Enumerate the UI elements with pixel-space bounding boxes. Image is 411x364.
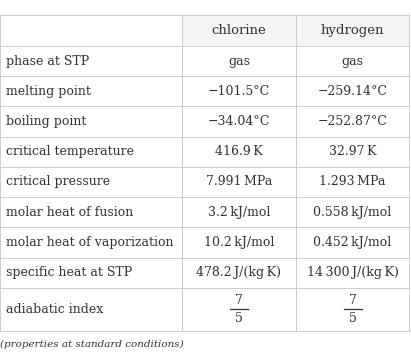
Text: melting point: melting point [6, 85, 91, 98]
Text: 5: 5 [349, 312, 356, 325]
Text: critical pressure: critical pressure [6, 175, 110, 189]
Text: 10.2 kJ/mol: 10.2 kJ/mol [204, 236, 274, 249]
Text: 7: 7 [235, 294, 243, 307]
Text: −34.04°C: −34.04°C [208, 115, 270, 128]
Text: 0.558 kJ/mol: 0.558 kJ/mol [313, 206, 392, 219]
Text: phase at STP: phase at STP [6, 55, 89, 67]
Text: 0.452 kJ/mol: 0.452 kJ/mol [313, 236, 392, 249]
Text: 5: 5 [235, 312, 243, 325]
Text: hydrogen: hydrogen [321, 24, 384, 37]
Text: 7: 7 [349, 294, 356, 307]
Text: −259.14°C: −259.14°C [318, 85, 388, 98]
Text: molar heat of vaporization: molar heat of vaporization [6, 236, 173, 249]
Text: 478.2 J/(kg K): 478.2 J/(kg K) [196, 266, 282, 279]
Text: molar heat of fusion: molar heat of fusion [6, 206, 134, 219]
Bar [296, 15, 409, 46]
Text: adiabatic index: adiabatic index [6, 303, 104, 316]
Text: specific heat at STP: specific heat at STP [6, 266, 132, 279]
Text: 7.991 MPa: 7.991 MPa [206, 175, 272, 189]
Text: −252.87°C: −252.87°C [318, 115, 388, 128]
Text: 416.9 K: 416.9 K [215, 145, 263, 158]
Text: boiling point: boiling point [6, 115, 86, 128]
Text: 14 300 J/(kg K): 14 300 J/(kg K) [307, 266, 398, 279]
Text: critical temperature: critical temperature [6, 145, 134, 158]
Text: (properties at standard conditions): (properties at standard conditions) [0, 340, 184, 349]
Bar [182, 15, 296, 46]
Text: gas: gas [342, 55, 363, 67]
Text: gas: gas [228, 55, 250, 67]
Text: 3.2 kJ/mol: 3.2 kJ/mol [208, 206, 270, 219]
Text: 1.293 MPa: 1.293 MPa [319, 175, 386, 189]
Text: −101.5°C: −101.5°C [208, 85, 270, 98]
Text: 32.97 K: 32.97 K [329, 145, 376, 158]
Text: chlorine: chlorine [212, 24, 266, 37]
